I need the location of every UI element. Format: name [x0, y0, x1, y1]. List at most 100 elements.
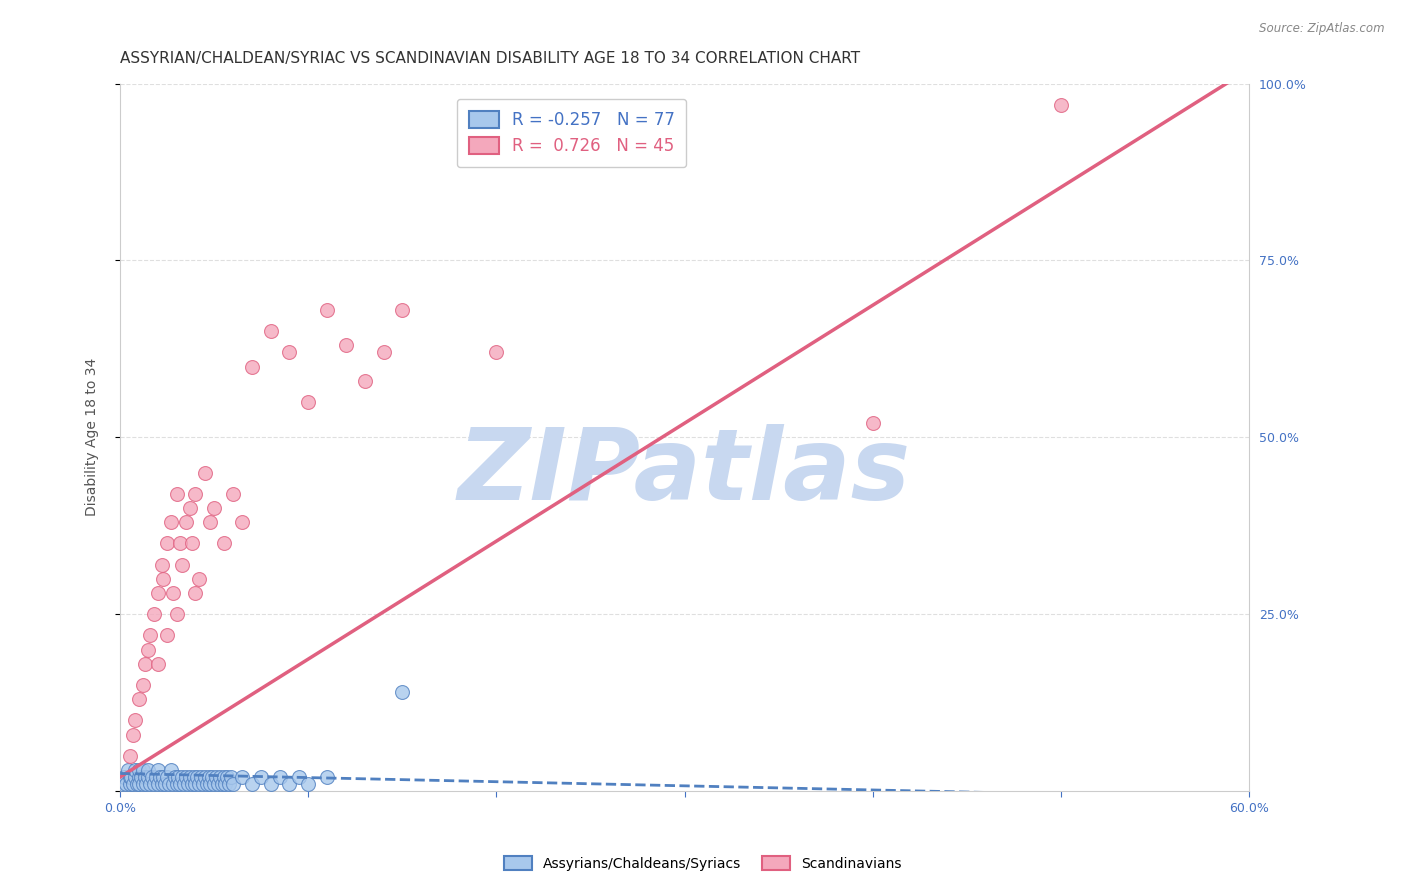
- Point: [134, 770, 156, 784]
- Point: [132, 678, 155, 692]
- Point: [184, 487, 207, 501]
- Text: ASSYRIAN/CHALDEAN/SYRIAC VS SCANDINAVIAN DISABILITY AGE 18 TO 34 CORRELATION CHA: ASSYRIAN/CHALDEAN/SYRIAC VS SCANDINAVIAN…: [120, 51, 860, 66]
- Point: [162, 777, 184, 791]
- Point: [278, 345, 301, 359]
- Point: [167, 770, 190, 784]
- Point: [194, 466, 217, 480]
- Point: [316, 302, 339, 317]
- Point: [174, 770, 197, 784]
- Point: [157, 777, 180, 791]
- Point: [212, 536, 235, 550]
- Point: [217, 770, 239, 784]
- Point: [202, 501, 225, 516]
- Point: [259, 324, 281, 338]
- Point: [231, 770, 253, 784]
- Point: [188, 777, 211, 791]
- Point: [169, 536, 191, 550]
- Point: [128, 692, 150, 706]
- Text: Source: ZipAtlas.com: Source: ZipAtlas.com: [1260, 22, 1385, 36]
- Point: [200, 515, 222, 529]
- Point: [222, 487, 245, 501]
- Point: [122, 727, 145, 741]
- Point: [201, 770, 224, 784]
- Point: [145, 770, 167, 784]
- Point: [1050, 97, 1073, 112]
- Point: [205, 770, 228, 784]
- Point: [163, 770, 186, 784]
- Point: [156, 536, 179, 550]
- Point: [278, 777, 301, 791]
- Point: [114, 777, 136, 791]
- Point: [194, 770, 217, 784]
- Point: [124, 763, 146, 777]
- Point: [143, 607, 166, 622]
- Point: [222, 777, 245, 791]
- Point: [184, 777, 207, 791]
- Point: [373, 345, 395, 359]
- Point: [150, 777, 173, 791]
- Point: [134, 657, 156, 671]
- Legend: Assyrians/Chaldeans/Syriacs, Scandinavians: Assyrians/Chaldeans/Syriacs, Scandinavia…: [499, 850, 907, 876]
- Point: [353, 374, 375, 388]
- Point: [485, 345, 508, 359]
- Point: [179, 501, 201, 516]
- Point: [152, 770, 174, 784]
- Point: [391, 302, 413, 317]
- Point: [269, 770, 291, 784]
- Point: [179, 770, 201, 784]
- Point: [138, 642, 160, 657]
- Point: [180, 777, 202, 791]
- Point: [212, 770, 235, 784]
- Point: [197, 770, 219, 784]
- Point: [208, 770, 231, 784]
- Point: [211, 777, 233, 791]
- Point: [139, 628, 162, 642]
- Point: [186, 770, 208, 784]
- Point: [124, 770, 146, 784]
- Text: ZIPatlas: ZIPatlas: [458, 425, 911, 521]
- Point: [120, 770, 142, 784]
- Point: [288, 770, 311, 784]
- Point: [172, 558, 194, 572]
- Point: [173, 777, 195, 791]
- Point: [128, 777, 150, 791]
- Point: [391, 685, 413, 699]
- Point: [160, 515, 183, 529]
- Point: [162, 586, 184, 600]
- Point: [316, 770, 339, 784]
- Point: [139, 777, 162, 791]
- Point: [174, 515, 197, 529]
- Point: [132, 777, 155, 791]
- Point: [124, 714, 146, 728]
- Point: [118, 777, 141, 791]
- Legend: R = -0.257   N = 77, R =  0.726   N = 45: R = -0.257 N = 77, R = 0.726 N = 45: [457, 99, 686, 167]
- Point: [149, 770, 172, 784]
- Point: [118, 770, 141, 784]
- Point: [143, 777, 166, 791]
- Point: [240, 777, 263, 791]
- Point: [297, 395, 319, 409]
- Point: [172, 770, 194, 784]
- Point: [862, 416, 884, 430]
- Point: [146, 763, 169, 777]
- Y-axis label: Disability Age 18 to 34: Disability Age 18 to 34: [86, 359, 100, 516]
- Point: [184, 586, 207, 600]
- Point: [200, 777, 222, 791]
- Point: [259, 777, 281, 791]
- Point: [207, 777, 229, 791]
- Point: [166, 487, 188, 501]
- Point: [128, 763, 150, 777]
- Point: [297, 777, 319, 791]
- Point: [138, 763, 160, 777]
- Point: [166, 777, 188, 791]
- Point: [180, 536, 202, 550]
- Point: [141, 770, 163, 784]
- Point: [188, 572, 211, 586]
- Point: [150, 558, 173, 572]
- Point: [214, 777, 236, 791]
- Point: [132, 763, 155, 777]
- Point: [231, 515, 253, 529]
- Point: [112, 770, 135, 784]
- Point: [129, 770, 152, 784]
- Point: [138, 770, 160, 784]
